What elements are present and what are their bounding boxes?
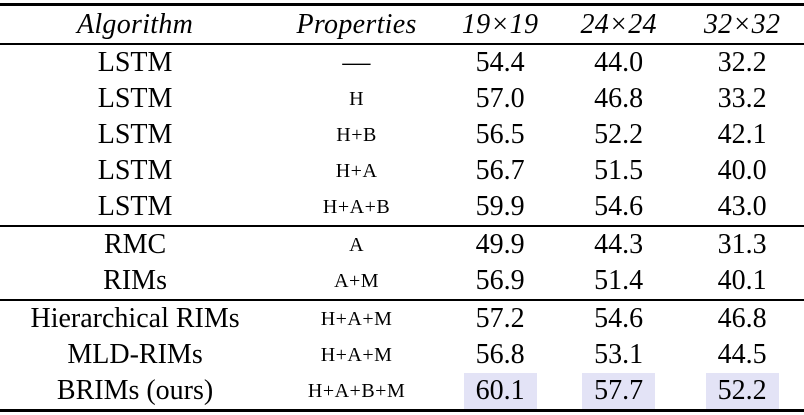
table-row-lstm-2: LSTM H 57.0 46.8 33.2 <box>0 81 804 117</box>
table-row-lstm-1: LSTM — 54.4 44.0 32.2 <box>0 44 804 81</box>
highlighted-score-value: 57.7 <box>582 373 656 409</box>
score-value: 56.8 <box>475 339 525 370</box>
table-row-brims-ours: BRIMs (ours) H+A+B+M 60.1 57.7 52.2 <box>0 373 804 411</box>
cell-score-32x32: 46.8 <box>680 299 804 337</box>
score-value: 31.3 <box>717 229 767 260</box>
cell-score-24x24: 44.3 <box>557 225 681 263</box>
cell-score-19x19: 57.2 <box>443 299 558 337</box>
cell-algorithm: LSTM <box>97 119 173 150</box>
score-value: 44.5 <box>717 339 767 370</box>
highlighted-score-value: 60.1 <box>463 373 537 409</box>
cell-score-19x19: 56.9 <box>443 263 557 300</box>
cell-score-32x32: 32.2 <box>680 44 804 81</box>
score-value: 46.8 <box>717 303 767 334</box>
cell-algorithm: LSTM <box>97 155 173 186</box>
score-value: 54.4 <box>475 47 525 78</box>
cell-algorithm: LSTM <box>97 191 173 222</box>
cell-score-32x32: 31.3 <box>680 225 804 263</box>
score-value: 43.0 <box>717 191 767 222</box>
cell-score-32x32: 44.5 <box>680 337 804 373</box>
cell-properties: H+A+B <box>322 196 391 218</box>
cell-score-32x32: 40.1 <box>680 263 804 300</box>
score-value: 44.0 <box>594 47 644 78</box>
cell-score-19x19: 56.8 <box>443 337 557 373</box>
cell-algorithm: LSTM <box>97 47 173 78</box>
cell-algorithm: LSTM <box>97 83 173 114</box>
score-value: 59.9 <box>475 191 525 222</box>
column-header-19x19: 19×19 <box>443 4 558 45</box>
cell-properties: H+A+M <box>270 299 443 337</box>
cell-algorithm: BRIMs (ours) <box>56 375 214 406</box>
score-value: 56.7 <box>475 155 525 186</box>
cell-score-24x24: 44.0 <box>557 44 680 81</box>
cell-score-24x24: 57.7 <box>557 373 680 411</box>
score-value: 51.4 <box>594 265 644 296</box>
cell-score-24x24: 54.6 <box>557 189 680 226</box>
column-header-algorithm: Algorithm <box>0 4 271 45</box>
score-value: 32.2 <box>717 47 767 78</box>
score-value: 54.6 <box>594 191 644 222</box>
score-value: 56.9 <box>475 265 525 296</box>
cell-score-32x32: 40.0 <box>680 153 804 189</box>
cell-algorithm: MLD-RIMs <box>67 339 203 370</box>
table-row-lstm-5: LSTM H+A+B 59.9 54.6 43.0 <box>0 189 804 226</box>
score-value: 49.9 <box>475 229 525 260</box>
cell-score-24x24: 51.4 <box>557 263 680 300</box>
cell-score-19x19: 60.1 <box>443 373 557 411</box>
header-row: Algorithm Properties 19×19 24×24 32×32 <box>0 4 804 45</box>
table-row-hierarchical-rims: Hierarchical RIMs H+A+M 57.2 54.6 46.8 <box>0 299 804 337</box>
cell-score-32x32: 43.0 <box>680 189 804 226</box>
column-header-32x32: 32×32 <box>680 4 804 45</box>
table-row-lstm-3: LSTM H+B 56.5 52.2 42.1 <box>0 117 804 153</box>
score-value: 33.2 <box>717 83 767 114</box>
score-value: 54.6 <box>594 303 644 334</box>
table-row-mld-rims: MLD-RIMs H+A+M 56.8 53.1 44.5 <box>0 337 804 373</box>
cell-properties: H+A+B+M <box>307 380 406 402</box>
cell-properties: H+B <box>336 124 377 146</box>
score-value: 46.8 <box>594 83 644 114</box>
score-value: 57.0 <box>475 83 525 114</box>
cell-properties: A+M <box>334 270 380 292</box>
score-value: 51.5 <box>594 155 644 186</box>
cell-properties: H+A <box>335 160 378 182</box>
cell-properties: H <box>349 88 365 110</box>
cell-score-24x24: 46.8 <box>557 81 680 117</box>
cell-score-24x24: 53.1 <box>557 337 680 373</box>
cell-score-32x32: 33.2 <box>680 81 804 117</box>
score-value: 42.1 <box>717 119 767 150</box>
cell-properties: A <box>270 225 443 263</box>
cell-score-19x19: 49.9 <box>443 225 558 263</box>
cell-score-19x19: 57.0 <box>443 81 557 117</box>
column-header-24x24: 24×24 <box>557 4 681 45</box>
column-header-properties: Properties <box>270 4 443 45</box>
cell-score-19x19: 56.7 <box>443 153 557 189</box>
table-row-rmc: RMC A 49.9 44.3 31.3 <box>0 225 804 263</box>
cell-score-24x24: 51.5 <box>557 153 680 189</box>
score-value: 57.2 <box>475 303 525 334</box>
score-value: 53.1 <box>594 339 644 370</box>
cell-algorithm: RIMs <box>103 265 167 296</box>
table-row-rims: RIMs A+M 56.9 51.4 40.1 <box>0 263 804 300</box>
cell-score-19x19: 54.4 <box>443 44 557 81</box>
score-value: 56.5 <box>475 119 525 150</box>
results-table: Algorithm Properties 19×19 24×24 32×32 L… <box>0 3 804 412</box>
score-value: 40.0 <box>717 155 767 186</box>
cell-algorithm: Hierarchical RIMs <box>0 299 271 337</box>
cell-algorithm: RMC <box>0 225 271 263</box>
score-value: 52.2 <box>594 119 644 150</box>
cell-score-24x24: 54.6 <box>557 299 681 337</box>
cell-score-19x19: 56.5 <box>443 117 557 153</box>
cell-score-32x32: 52.2 <box>680 373 804 411</box>
score-value: 44.3 <box>594 229 644 260</box>
cell-properties: — <box>342 47 371 78</box>
highlighted-score-value: 52.2 <box>705 373 779 409</box>
cell-score-24x24: 52.2 <box>557 117 680 153</box>
cell-properties: H+A+M <box>320 344 393 366</box>
table-row-lstm-4: LSTM H+A 56.7 51.5 40.0 <box>0 153 804 189</box>
score-value: 40.1 <box>717 265 767 296</box>
cell-score-32x32: 42.1 <box>680 117 804 153</box>
cell-score-19x19: 59.9 <box>443 189 557 226</box>
